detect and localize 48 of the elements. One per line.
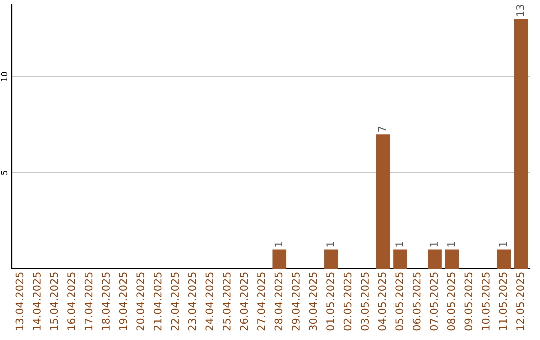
x-tick-label: 06.05.2025 <box>412 272 421 331</box>
bar <box>445 250 460 269</box>
x-tick-label: 20.04.2025 <box>136 272 145 331</box>
data-label: 1 <box>499 242 507 247</box>
data-label: 1 <box>448 242 456 247</box>
x-tick-label: 28.04.2025 <box>274 272 283 331</box>
x-tick-label: 21.04.2025 <box>154 272 162 331</box>
x-tick-label: 30.04.2025 <box>309 272 318 331</box>
x-tick-label: 10.05.2025 <box>482 272 490 330</box>
data-label: 1 <box>430 242 438 247</box>
x-tick-label: 26.04.2025 <box>240 272 248 331</box>
x-tick-label: 13.04.2025 <box>16 272 24 330</box>
x-tick-label: 27.04.2025 <box>258 272 266 331</box>
x-tick-label: 29.04.2025 <box>292 272 300 331</box>
x-tick-label: 11.05.2025 <box>499 272 508 330</box>
data-label: 1 <box>396 242 404 247</box>
bar <box>394 250 408 269</box>
x-tick-label: 15.04.2025 <box>50 272 58 330</box>
bar <box>514 19 528 269</box>
bar <box>376 134 390 269</box>
x-tick-label: 23.04.2025 <box>188 272 196 331</box>
x-tick-label: 22.04.2025 <box>171 272 180 331</box>
x-tick-label: 16.04.2025 <box>68 272 76 330</box>
x-tick-label: 24.04.2025 <box>206 272 214 331</box>
bar <box>497 250 512 269</box>
x-tick-label: 14.04.2025 <box>33 272 41 330</box>
data-label: 7 <box>378 126 386 132</box>
x-tick-label: 12.05.2025 <box>516 272 524 330</box>
x-tick-label: 08.05.2025 <box>447 272 456 331</box>
x-tick-label: 02.05.2025 <box>344 272 352 331</box>
x-tick-label: 05.05.2025 <box>396 272 404 331</box>
bar <box>428 250 442 269</box>
x-tick-label: 07.05.2025 <box>430 272 438 331</box>
x-tick-label: 19.04.2025 <box>119 272 128 330</box>
bar <box>324 250 338 269</box>
x-tick-label: 01.05.2025 <box>326 272 334 331</box>
data-label: 13 <box>516 5 524 16</box>
data-label: 1 <box>274 242 283 247</box>
x-tick-label: 09.05.2025 <box>464 272 473 331</box>
x-tick-label: 17.04.2025 <box>84 272 93 330</box>
x-tick-label: 18.04.2025 <box>102 272 110 330</box>
bar <box>272 250 287 269</box>
y-tick-label: 5 <box>1 171 8 176</box>
x-tick-label: 04.05.2025 <box>378 272 386 331</box>
x-tick-label: 25.04.2025 <box>222 272 231 331</box>
y-tick-label: 10 <box>1 72 8 82</box>
x-tick-label: 03.05.2025 <box>361 272 369 331</box>
data-label: 1 <box>326 242 334 247</box>
